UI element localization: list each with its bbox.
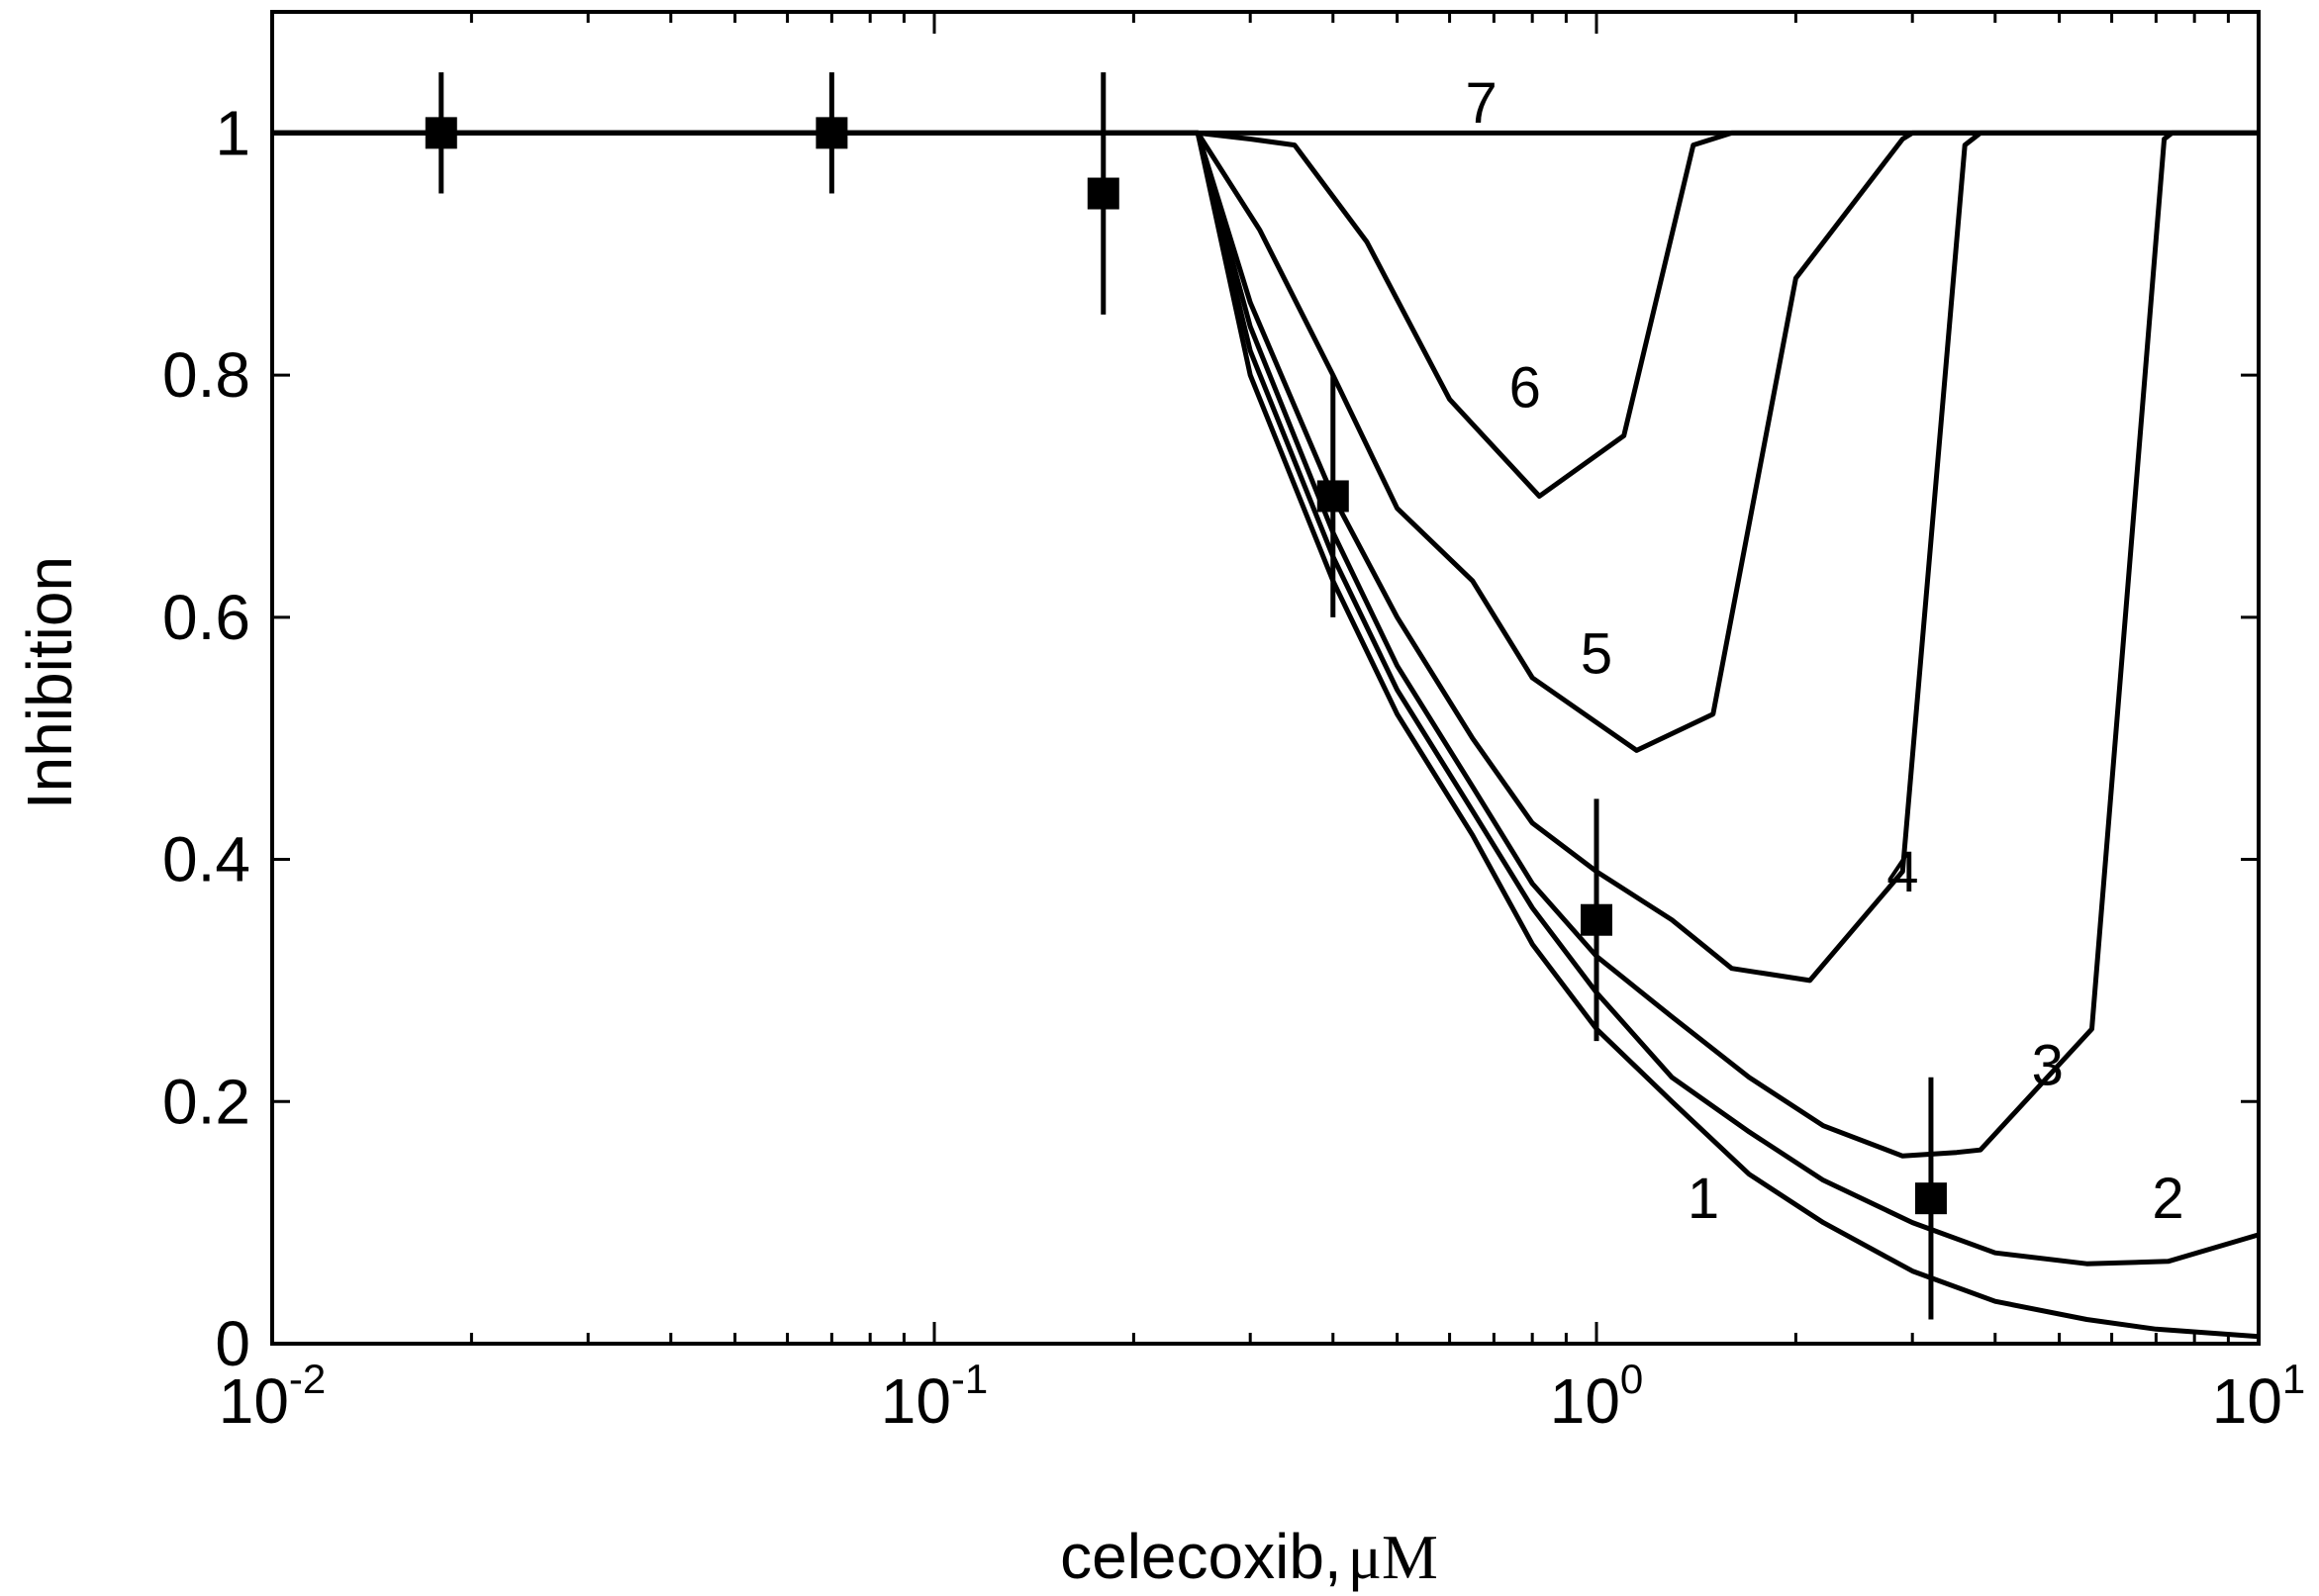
y-tick-label: 0.6 — [162, 582, 250, 653]
curve-label-5: 5 — [1581, 622, 1612, 687]
x-tick-label: 10-2 — [219, 1356, 327, 1437]
plot-frame — [270, 10, 2261, 1346]
x-tick-exponent: 0 — [1620, 1356, 1643, 1402]
curve-labels: 1 2 3 4 5 6 7 — [1466, 71, 2184, 1231]
curve-3 — [272, 130, 2259, 1159]
x-tick-label: 101 — [2212, 1356, 2306, 1437]
data-point — [1581, 903, 1612, 936]
x-tick-exponent: 1 — [2282, 1356, 2305, 1402]
x-axis-title-unit: μM — [1348, 1522, 1438, 1592]
y-tick-label: 0.2 — [162, 1066, 250, 1137]
x-tick-base: 10 — [1550, 1365, 1620, 1437]
x-tick-base: 10 — [219, 1365, 289, 1437]
x-tick-base: 10 — [2212, 1365, 2282, 1437]
model-curves — [272, 130, 2260, 1340]
x-axis-title-text: celecoxib, — [1060, 1521, 1342, 1592]
y-tick-label: 1 — [215, 97, 250, 168]
y-tick-label: 0.4 — [162, 824, 250, 895]
x-tick-base: 10 — [881, 1365, 951, 1437]
curve-label-4: 4 — [1886, 840, 1918, 904]
data-point — [1316, 480, 1349, 513]
curve-label-6: 6 — [1509, 355, 1541, 420]
experimental-points — [425, 72, 1947, 1320]
data-point — [1087, 177, 1119, 210]
curve-4 — [272, 130, 2259, 984]
x-axis-title: celecoxib,μM — [1060, 1521, 1438, 1592]
data-point — [816, 117, 848, 149]
curve-label-2: 2 — [2152, 1167, 2183, 1231]
data-point — [1914, 1182, 1947, 1215]
curve-label-1: 1 — [1688, 1167, 1719, 1231]
curve-1 — [272, 130, 2260, 1340]
y-axis-title: Inhibition — [14, 556, 85, 809]
curve-label-3: 3 — [2032, 1034, 2064, 1098]
x-tick-exponent: -2 — [289, 1356, 326, 1402]
x-tick-label: 10-1 — [881, 1356, 989, 1437]
curve-label-7: 7 — [1466, 71, 1498, 136]
x-tick-label: 100 — [1550, 1356, 1644, 1437]
curve-6 — [272, 130, 2259, 499]
curve-5 — [272, 130, 2259, 753]
y-tick-label: 0.8 — [162, 339, 250, 411]
x-tick-exponent: -1 — [951, 1356, 988, 1402]
y-tick-label: 0 — [215, 1308, 250, 1379]
data-point — [425, 117, 457, 149]
curve-2 — [272, 130, 2260, 1267]
